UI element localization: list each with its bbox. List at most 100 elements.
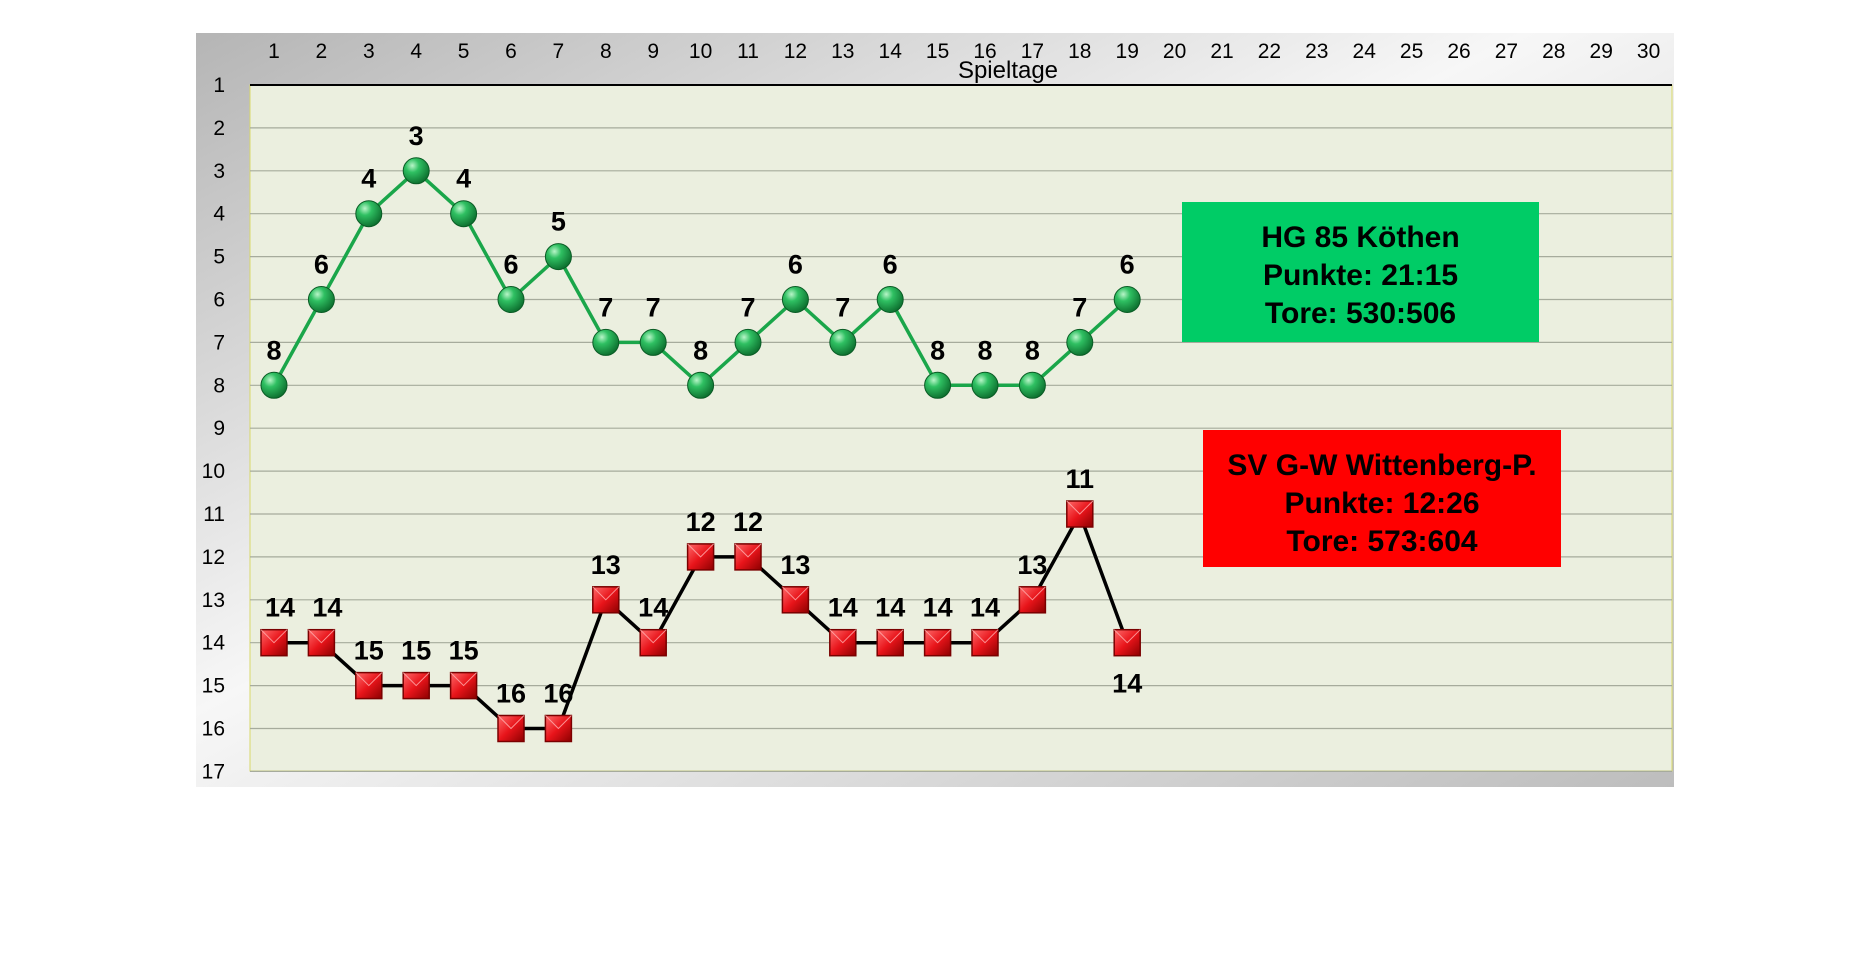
x-tick-label: 19 (1116, 40, 1139, 63)
series-1-point (1018, 371, 1046, 399)
series-1-point (544, 243, 572, 271)
data-label: 6 (503, 250, 518, 280)
y-tick-label: 9 (213, 417, 225, 440)
y-tick-label: 1 (213, 74, 225, 97)
series-2-point-shine (639, 629, 667, 644)
x-tick-label: 13 (831, 40, 854, 63)
series-1-point (734, 328, 762, 356)
x-tick-label: 24 (1353, 40, 1377, 63)
data-label: 14 (265, 593, 295, 623)
y-tick-label: 14 (202, 632, 226, 655)
series-2-point-shine (355, 672, 383, 687)
x-tick-label: 26 (1447, 40, 1470, 63)
x-tick-label: 27 (1495, 40, 1518, 63)
series-1-point (355, 200, 383, 228)
x-tick-label: 1 (268, 40, 280, 63)
x-tick-label: 12 (784, 40, 807, 63)
data-label: 6 (883, 250, 898, 280)
series-2-point-shine (592, 586, 620, 601)
data-label: 4 (361, 164, 376, 194)
data-label: 7 (740, 292, 755, 322)
series-1-point (829, 328, 857, 356)
data-label: 13 (780, 550, 810, 580)
x-tick-label: 2 (316, 40, 328, 63)
series-1-point (402, 157, 430, 185)
data-label: 16 (496, 679, 526, 709)
series-2-point-shine (971, 629, 999, 644)
x-tick-label: 11 (737, 40, 759, 63)
data-label: 5 (551, 207, 566, 237)
series-2-point-shine (782, 586, 809, 601)
y-tick-label: 3 (213, 160, 225, 183)
data-label: 16 (543, 679, 573, 709)
data-label: 14 (970, 593, 1000, 623)
series-1-point (1113, 286, 1141, 313)
series-1-point (781, 286, 809, 313)
x-tick-label: 21 (1210, 40, 1233, 63)
x-tick-label: 25 (1400, 40, 1423, 63)
info-box-2-line: SV G-W Wittenberg-P. (1227, 449, 1536, 482)
series-1-point (497, 286, 525, 313)
data-label: 15 (401, 636, 431, 666)
data-label: 13 (591, 550, 621, 580)
x-axis-title: Spieltage (958, 57, 1058, 84)
series-1-point (260, 371, 288, 399)
y-tick-label: 5 (213, 246, 225, 269)
series-1-point (450, 200, 478, 228)
series-2-point-shine (402, 672, 430, 687)
data-label: 7 (598, 292, 613, 322)
x-tick-label: 7 (553, 40, 565, 63)
info-box-1-line: Tore: 530:506 (1265, 297, 1456, 330)
x-tick-label: 15 (926, 40, 949, 63)
data-label: 8 (1025, 335, 1040, 365)
data-label: 13 (1017, 550, 1047, 580)
data-label: 7 (646, 292, 661, 322)
y-tick-label: 16 (202, 718, 225, 741)
data-label: 8 (266, 335, 281, 365)
series-2-point-shine (876, 629, 904, 644)
series-1-point (592, 328, 620, 356)
x-tick-label: 17 (1021, 40, 1044, 63)
x-tick-label: 8 (600, 40, 612, 63)
data-label: 3 (409, 121, 424, 151)
y-tick-label: 12 (202, 546, 225, 569)
data-label: 6 (314, 250, 329, 280)
series-2-point-shine (1019, 586, 1046, 601)
info-box-1 (1182, 202, 1539, 342)
data-label: 8 (930, 335, 945, 365)
x-tick-label: 4 (410, 40, 422, 63)
data-label: 7 (1072, 292, 1087, 322)
data-label: 14 (1112, 669, 1142, 699)
x-tick-label: 3 (363, 40, 375, 63)
x-tick-label: 23 (1305, 40, 1328, 63)
series-2-point-shine (308, 629, 335, 644)
data-label: 8 (693, 335, 708, 365)
data-label: 14 (828, 593, 858, 623)
data-label: 15 (449, 636, 479, 666)
series-1-point (687, 371, 715, 399)
series-2-point-shine (1113, 629, 1141, 644)
y-tick-label: 4 (213, 203, 225, 226)
data-label: 11 (1066, 464, 1095, 494)
x-tick-label: 6 (505, 40, 517, 63)
data-label: 8 (977, 335, 992, 365)
info-box-1-line: Punkte: 21:15 (1263, 259, 1458, 292)
data-label: 14 (312, 593, 342, 623)
data-label: 14 (638, 593, 668, 623)
data-label: 12 (733, 507, 763, 537)
info-box-2-line: Punkte: 12:26 (1284, 487, 1479, 520)
x-tick-label: 28 (1542, 40, 1565, 63)
series-2-point-shine (260, 629, 288, 644)
y-tick-label: 15 (202, 675, 225, 698)
series-1-point (924, 371, 952, 399)
data-label: 12 (686, 507, 716, 537)
data-label: 14 (875, 593, 905, 623)
data-label: 7 (835, 292, 850, 322)
series-2-point-shine (687, 543, 714, 558)
x-tick-label: 9 (647, 40, 659, 63)
data-label: 6 (1120, 250, 1135, 280)
series-2-point-shine (1066, 500, 1094, 515)
x-tick-label: 22 (1258, 40, 1281, 63)
